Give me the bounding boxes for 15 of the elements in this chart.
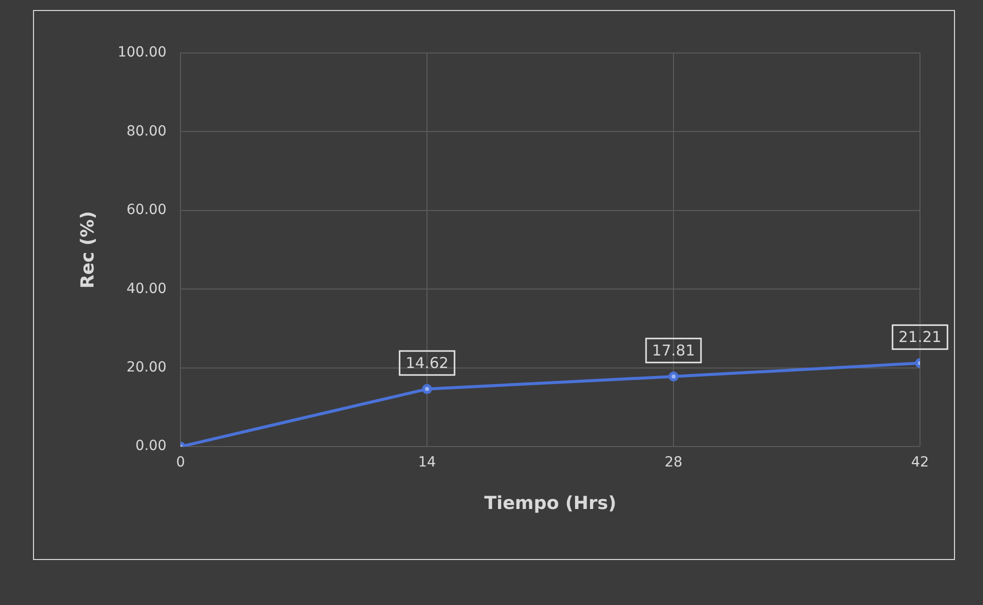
x-tick-label: 28 <box>664 454 682 471</box>
data-label: 21.21 <box>898 328 942 346</box>
y-tick-label: 100.00 <box>118 44 167 61</box>
data-label: 17.81 <box>652 341 696 360</box>
y-tick-label: 0.00 <box>135 438 167 454</box>
x-tick-label: 14 <box>418 454 436 471</box>
y-tick-label: 40.00 <box>126 280 167 297</box>
y-tick-label: 60.00 <box>126 202 167 218</box>
x-tick-label: 42 <box>911 454 929 471</box>
data-label: 14.62 <box>406 354 449 372</box>
y-tick-label: 20.00 <box>126 360 167 376</box>
x-axis-title: Tiempo (Hrs) <box>484 492 616 514</box>
y-axis-title: Rec (%) <box>77 211 98 289</box>
x-tick-label: 0 <box>176 454 186 471</box>
y-tick-label: 80.00 <box>126 123 167 140</box>
